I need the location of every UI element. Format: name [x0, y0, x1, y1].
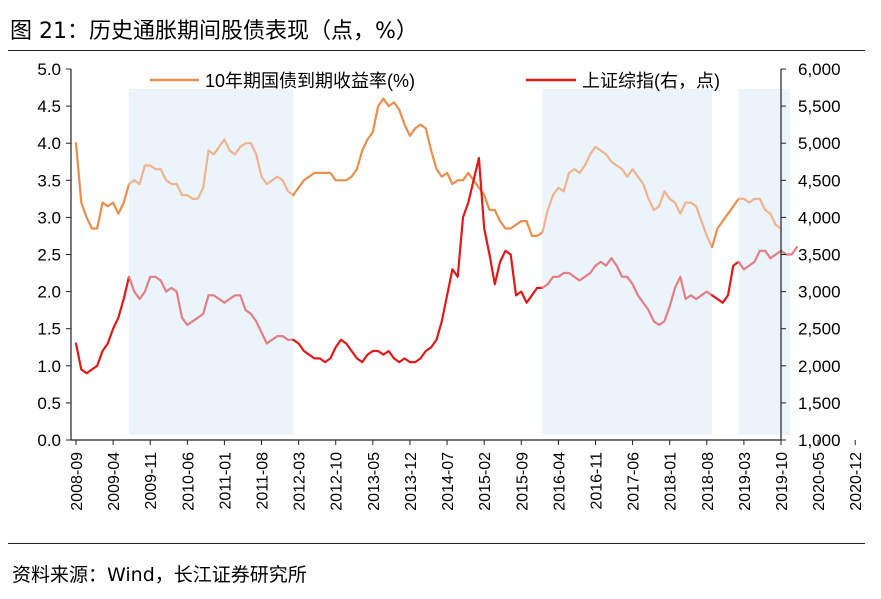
- legend-label-bond: 10年期国债到期收益率(%): [205, 71, 415, 91]
- bond-yield-line-segment-2: [127, 138, 295, 200]
- x-tick-label: 2020-12: [848, 452, 865, 511]
- right-tick-label: 6,000: [798, 60, 841, 79]
- chart: 0.00.51.01.52.02.53.03.54.04.55.0 1,0001…: [37, 60, 865, 511]
- x-tick-label: 2017-06: [626, 452, 643, 511]
- x-tick-label: 2015-09: [514, 452, 531, 511]
- left-tick-label: 4.0: [37, 134, 61, 153]
- right-tick-label: 3,500: [798, 246, 841, 265]
- right-tick-label: 2,500: [798, 320, 841, 339]
- right-tick-label: 1,000: [798, 431, 841, 450]
- shaded-period-2: [542, 89, 713, 435]
- figure-title: 图 21：历史通胀期间股债表现（点，%）: [10, 19, 418, 44]
- x-tick-label: 2020-05: [811, 452, 828, 511]
- shaded-periods: [129, 89, 790, 435]
- shaded-period-3: [738, 89, 790, 435]
- x-tick-label: 2008-09: [69, 452, 86, 511]
- right-tick-label: 1,500: [798, 394, 841, 413]
- x-tick-label: 2011-08: [255, 452, 272, 510]
- shanghai-index-line-segment-5: [710, 260, 740, 304]
- x-tick-label: 2019-10: [774, 452, 791, 511]
- x-tick-label: 2012-03: [292, 452, 309, 511]
- bond-yield-line-segment-1: [74, 142, 131, 230]
- left-tick-label: 1.0: [37, 357, 61, 376]
- left-tick-label: 2.0: [37, 283, 61, 302]
- x-tick-label: 2015-02: [477, 452, 494, 511]
- x-tick-label: 2013-05: [366, 452, 383, 511]
- right-axis-ticks: 1,000 1,500 2,000 2,500 3,000 3,500 4,000 4,500…: [781, 60, 841, 450]
- legend: 10年期国债到期收益率(%) 上证综指(右，点): [150, 71, 720, 91]
- x-tick-label: 2018-08: [700, 452, 717, 511]
- left-tick-label: 1.5: [37, 320, 61, 339]
- right-tick-label: 4,500: [798, 171, 841, 190]
- x-tick-label: 2019-03: [737, 452, 754, 511]
- shaded-period-1: [129, 89, 294, 435]
- legend-label-index: 上证综指(右，点): [582, 71, 720, 91]
- left-axis-ticks: 0.0 0.5 1.0 1.5 2.0 2.5 3.0 3.5 4.0 4.5 5.0: [37, 60, 71, 450]
- x-tick-label: 2016-11: [588, 452, 605, 510]
- footer-divider: [8, 543, 865, 544]
- left-tick-label: 2.5: [37, 246, 61, 265]
- x-tick-label: 2018-01: [663, 452, 680, 511]
- right-tick-label: 3,000: [798, 283, 841, 302]
- x-tick-label: 2009-04: [106, 452, 123, 511]
- left-tick-label: 3.5: [37, 171, 61, 190]
- bond-yield-line-segment-5: [710, 197, 740, 249]
- source-note: 资料来源：Wind，长江证券研究所: [12, 564, 307, 586]
- left-tick-label: 0.0: [37, 431, 61, 450]
- left-tick-label: 3.0: [37, 208, 61, 227]
- bond-yield-line-segment-6: [737, 197, 783, 230]
- left-tick-label: 4.5: [37, 97, 61, 116]
- right-tick-label: 2,000: [798, 357, 841, 376]
- right-tick-label: 4,000: [798, 208, 841, 227]
- left-tick-label: 0.5: [37, 394, 61, 413]
- shanghai-index-line-segment-2: [127, 275, 295, 345]
- shanghai-index-line-segment-3: [292, 156, 544, 364]
- right-tick-label: 5,000: [798, 134, 841, 153]
- shanghai-index-line-segment-1: [74, 275, 131, 375]
- shanghai-index-line-segment-4: [541, 257, 714, 327]
- bond-yield-line-segment-3: [292, 97, 544, 237]
- bond-yield-line-segment-4: [541, 145, 714, 249]
- x-tick-label: 2010-06: [180, 452, 197, 511]
- shanghai-index-line-segment-6: [737, 246, 799, 271]
- x-axis-ticks: 2008-09 2009-04 2009-11 2010-06 2011-01 2011-…: [69, 440, 865, 511]
- x-tick-label: 2013-12: [403, 452, 420, 511]
- left-tick-label: 5.0: [37, 60, 61, 79]
- x-tick-label: 2011-01: [217, 452, 234, 510]
- x-tick-label: 2009-11: [143, 452, 160, 510]
- x-tick-label: 2014-07: [440, 452, 457, 511]
- right-tick-label: 5,500: [798, 97, 841, 116]
- title-divider: [8, 50, 865, 51]
- x-tick-label: 2016-04: [551, 452, 568, 511]
- series-lines: [74, 97, 799, 375]
- x-tick-label: 2012-10: [329, 452, 346, 511]
